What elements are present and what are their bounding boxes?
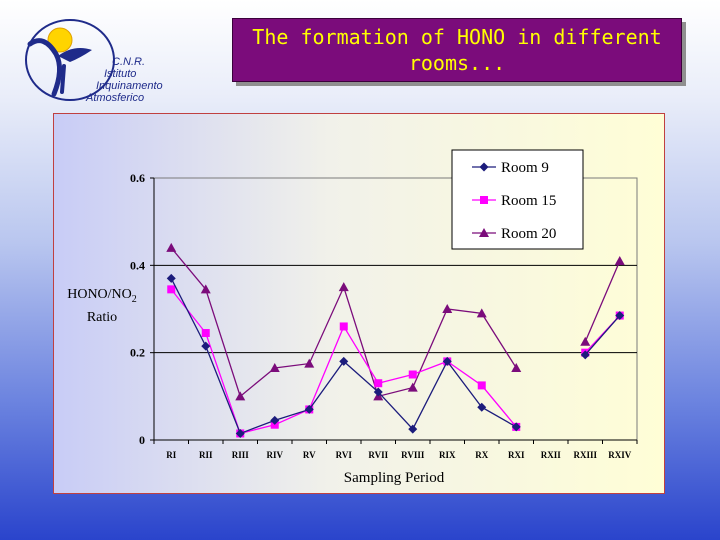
- series-group: [166, 242, 625, 438]
- data-point: [167, 285, 176, 294]
- legend-label: Room 15: [501, 193, 556, 209]
- x-axis-label: Sampling Period: [344, 470, 445, 486]
- hono-ratio-line-chart: 0 0.2 0.4 0.6 RI RII RIII RIV RV RVI RVII RVIII RIX…: [67, 149, 638, 486]
- y-tick-label: 0.2: [130, 346, 145, 360]
- data-point: [580, 350, 590, 360]
- data-point: [235, 391, 246, 401]
- cnr-logo: C.N.R. Istituto Inquinamento Atmosferico: [14, 14, 184, 104]
- legend-marker: [479, 162, 489, 172]
- y-axis-label: HONO/NO2: [67, 287, 137, 305]
- logo-text-cnr: C.N.R.: [112, 56, 145, 68]
- data-point: [477, 402, 487, 412]
- data-point: [338, 282, 349, 292]
- data-point: [374, 379, 383, 388]
- x-tick-label: RXII: [541, 450, 562, 460]
- data-point: [269, 362, 280, 372]
- slide-title: The formation of HONO in different rooms…: [232, 18, 682, 82]
- data-point: [339, 356, 349, 366]
- data-point: [476, 308, 487, 318]
- legend-label: Room 9: [501, 160, 549, 176]
- data-point: [615, 311, 625, 321]
- series-room-15: [167, 285, 624, 438]
- series-line: [170, 278, 517, 435]
- x-tick-label: RX: [475, 450, 488, 460]
- data-point: [166, 273, 176, 283]
- x-tick-label: RVIII: [401, 450, 425, 460]
- data-point: [407, 382, 418, 392]
- data-point: [304, 404, 314, 414]
- x-tick-label: RXI: [508, 450, 525, 460]
- series-line: [584, 315, 621, 356]
- data-point: [580, 336, 591, 346]
- logo-text-atmosferico: Atmosferico: [86, 92, 145, 104]
- data-point: [614, 255, 625, 265]
- data-point: [166, 242, 177, 252]
- data-point: [200, 284, 211, 294]
- legend: Room 9 Room 15 Room 20: [451, 149, 584, 250]
- x-tick-label: RIV: [266, 450, 283, 460]
- series-room-20: [166, 242, 625, 401]
- data-point: [235, 428, 245, 438]
- x-tick-label: RI: [166, 450, 176, 460]
- legend-marker: [480, 196, 488, 204]
- data-point: [270, 415, 280, 425]
- logo-text-inquinamento: Inquinamento: [96, 80, 163, 92]
- y-tick-label: 0.4: [130, 258, 145, 272]
- x-tick-label: RII: [199, 450, 213, 460]
- x-tick-label: RIII: [232, 450, 250, 460]
- y-axis-label-main: HONO/NO: [67, 287, 132, 302]
- y-axis-label-subscript: 2: [132, 294, 137, 305]
- x-tick-label: RXIII: [573, 450, 597, 460]
- data-point: [201, 341, 211, 351]
- y-axis-label-line2: Ratio: [87, 310, 117, 325]
- legend-marker: [479, 228, 489, 237]
- x-tick-label: RVI: [336, 450, 353, 460]
- data-point: [408, 370, 417, 379]
- x-tick-label: RXIV: [608, 450, 632, 460]
- y-tick-label: 0.6: [130, 171, 145, 185]
- data-point: [408, 424, 418, 434]
- y-tick-label: 0: [139, 433, 145, 447]
- series-room-9: [166, 273, 625, 438]
- data-point: [304, 358, 315, 368]
- data-point: [477, 381, 486, 390]
- data-point: [511, 422, 521, 432]
- y-axis-ticks: 0 0.2 0.4 0.6: [130, 171, 155, 447]
- data-point: [201, 329, 210, 338]
- data-point: [339, 322, 348, 331]
- slide-title-text: The formation of HONO in different rooms…: [252, 25, 662, 75]
- gridlines: [154, 264, 637, 354]
- x-tick-label: RIX: [439, 450, 456, 460]
- data-point: [373, 387, 383, 397]
- x-tick-label: RV: [303, 450, 316, 460]
- data-point: [442, 356, 452, 366]
- series-line: [584, 260, 621, 343]
- logo-text-istituto: Istituto: [104, 68, 137, 80]
- cnr-emblem-icon: [25, 19, 115, 101]
- data-point: [511, 362, 522, 372]
- legend-label: Room 20: [501, 226, 556, 242]
- x-tick-label: RVII: [368, 450, 388, 460]
- data-point: [442, 304, 453, 313]
- x-axis-ticks: RI RII RIII RIV RV RVI RVII RVIII RIX RX RXI RXII RX…: [153, 439, 638, 460]
- chart-frame: 0 0.2 0.4 0.6 RI RII RIII RIV RV RVI RVII RVIII RIX…: [53, 113, 665, 494]
